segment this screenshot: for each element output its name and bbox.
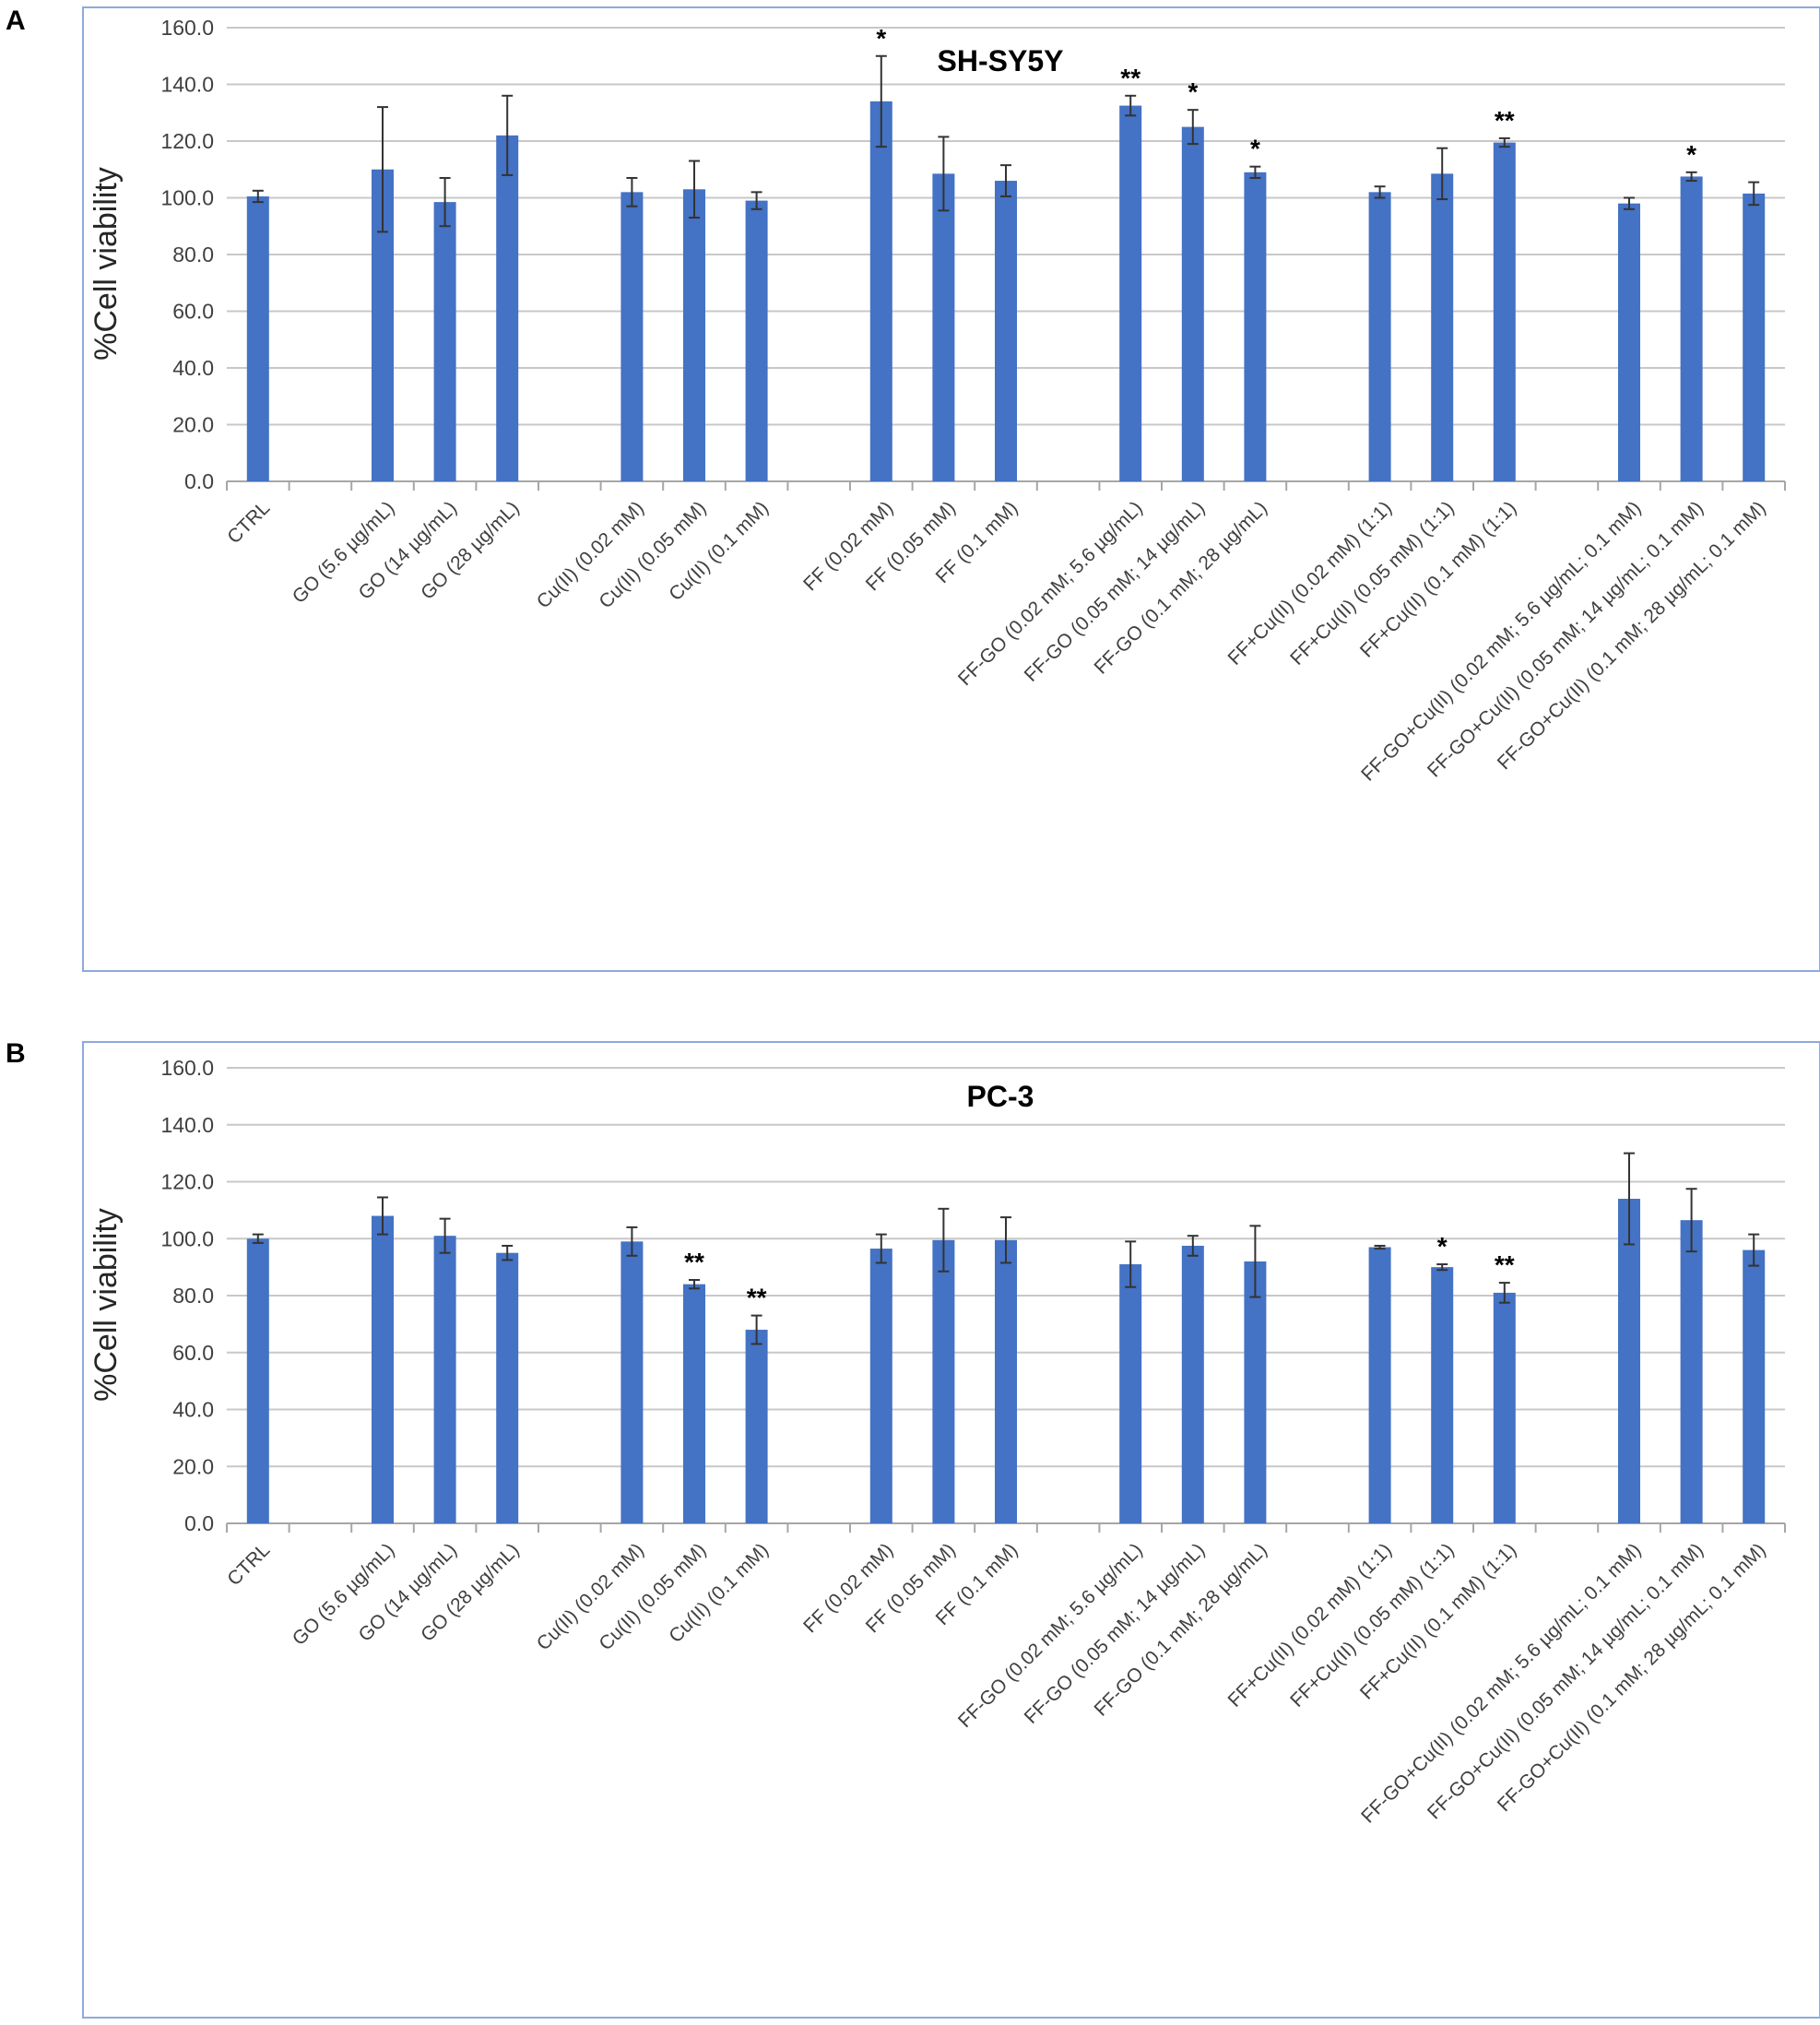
bar [869, 1249, 892, 1523]
significance-marker: * [1437, 1232, 1448, 1261]
y-tick-label: 20.0 [172, 1454, 214, 1478]
bar [1368, 1247, 1391, 1523]
bar [1680, 176, 1703, 481]
significance-marker: * [1686, 140, 1696, 169]
chart-border [82, 6, 1820, 972]
bar [745, 1330, 768, 1523]
bar [246, 1238, 269, 1523]
bar [995, 181, 1017, 482]
significance-marker: * [1250, 135, 1260, 163]
bar [1244, 1261, 1267, 1523]
bar [496, 135, 519, 481]
x-tick-label: FF-GO+Cu(II) (0.1 mM; 28 µg/mL; 0.1 mM) [1494, 1539, 1770, 1816]
bar [1743, 193, 1766, 481]
bar [1680, 1220, 1703, 1523]
bar [1181, 126, 1204, 481]
chart-title: SH-SY5Y [938, 44, 1064, 77]
bar [246, 195, 269, 481]
y-tick-label: 120.0 [160, 1170, 214, 1194]
bar [1368, 192, 1391, 481]
bar [1618, 1199, 1640, 1523]
x-tick-label: CTRL [223, 1539, 274, 1590]
chart-panel-a: 0.0 20.0 40.0 60.0 80.0 100.0 120.0 140.0 160.0%… [82, 6, 1820, 972]
bar [995, 1239, 1017, 1523]
significance-marker: * [1188, 77, 1198, 106]
bar [683, 1284, 705, 1523]
bar [683, 189, 705, 481]
y-tick-label: 60.0 [172, 300, 214, 324]
significance-marker: ** [1495, 1250, 1515, 1279]
x-tick-label: Cu(II) (0.05 mM) [595, 497, 710, 612]
bar [869, 101, 892, 481]
y-axis-title: %Cell viability [89, 167, 124, 361]
bar [433, 202, 456, 482]
chart-border [82, 1041, 1820, 2019]
y-tick-label: 100.0 [160, 1226, 214, 1250]
y-tick-label: 160.0 [160, 1056, 214, 1080]
significance-marker: ** [1120, 64, 1140, 92]
significance-marker: ** [747, 1284, 767, 1312]
panel-label-b: B [6, 1038, 26, 1069]
y-tick-label: 20.0 [172, 413, 214, 437]
significance-marker: ** [684, 1248, 704, 1276]
x-tick-label: FF-GO+Cu(II) (0.1 mM; 28 µg/mL; 0.1 mM) [1494, 497, 1770, 774]
bar [1618, 203, 1640, 481]
y-tick-label: 140.0 [160, 73, 214, 97]
bar [433, 1236, 456, 1523]
y-tick-label: 140.0 [160, 1113, 214, 1137]
chart-title: PC-3 [967, 1080, 1034, 1113]
significance-marker: * [876, 24, 886, 53]
x-tick-label: CTRL [223, 497, 274, 548]
y-tick-label: 0.0 [184, 1511, 214, 1535]
chart-panel-b: 0.0 20.0 40.0 60.0 80.0 100.0 120.0 140.0 160.0%… [82, 1041, 1820, 2019]
bar [932, 1239, 955, 1523]
y-tick-label: 0.0 [184, 469, 214, 493]
bar [745, 200, 768, 481]
y-tick-label: 60.0 [172, 1341, 214, 1365]
y-tick-label: 120.0 [160, 129, 214, 153]
bar [1119, 1264, 1142, 1523]
x-tick-label: Cu(II) (0.02 mM) [533, 1539, 648, 1654]
bar [372, 1215, 394, 1523]
y-axis-title: %Cell viability [89, 1208, 124, 1402]
bar [1244, 172, 1267, 481]
bar [620, 192, 644, 481]
significance-marker: ** [1495, 106, 1515, 135]
bar [1493, 1292, 1516, 1523]
bar [1181, 1245, 1204, 1523]
y-tick-label: 80.0 [172, 1284, 214, 1308]
y-tick-label: 100.0 [160, 186, 214, 210]
y-tick-label: 40.0 [172, 356, 214, 380]
bar [496, 1252, 519, 1523]
bar [1431, 173, 1454, 482]
bar [620, 1241, 644, 1523]
bar [1431, 1267, 1454, 1523]
y-tick-label: 80.0 [172, 243, 214, 266]
y-tick-label: 40.0 [172, 1398, 214, 1422]
y-tick-label: 160.0 [160, 16, 214, 40]
x-tick-label: Cu(II) (0.02 mM) [533, 497, 648, 612]
bar [1493, 142, 1516, 481]
x-tick-label: Cu(II) (0.05 mM) [595, 1539, 710, 1654]
bar [1743, 1249, 1766, 1523]
panel-label-a: A [6, 6, 26, 36]
bar [1119, 105, 1142, 481]
bar [932, 173, 955, 482]
